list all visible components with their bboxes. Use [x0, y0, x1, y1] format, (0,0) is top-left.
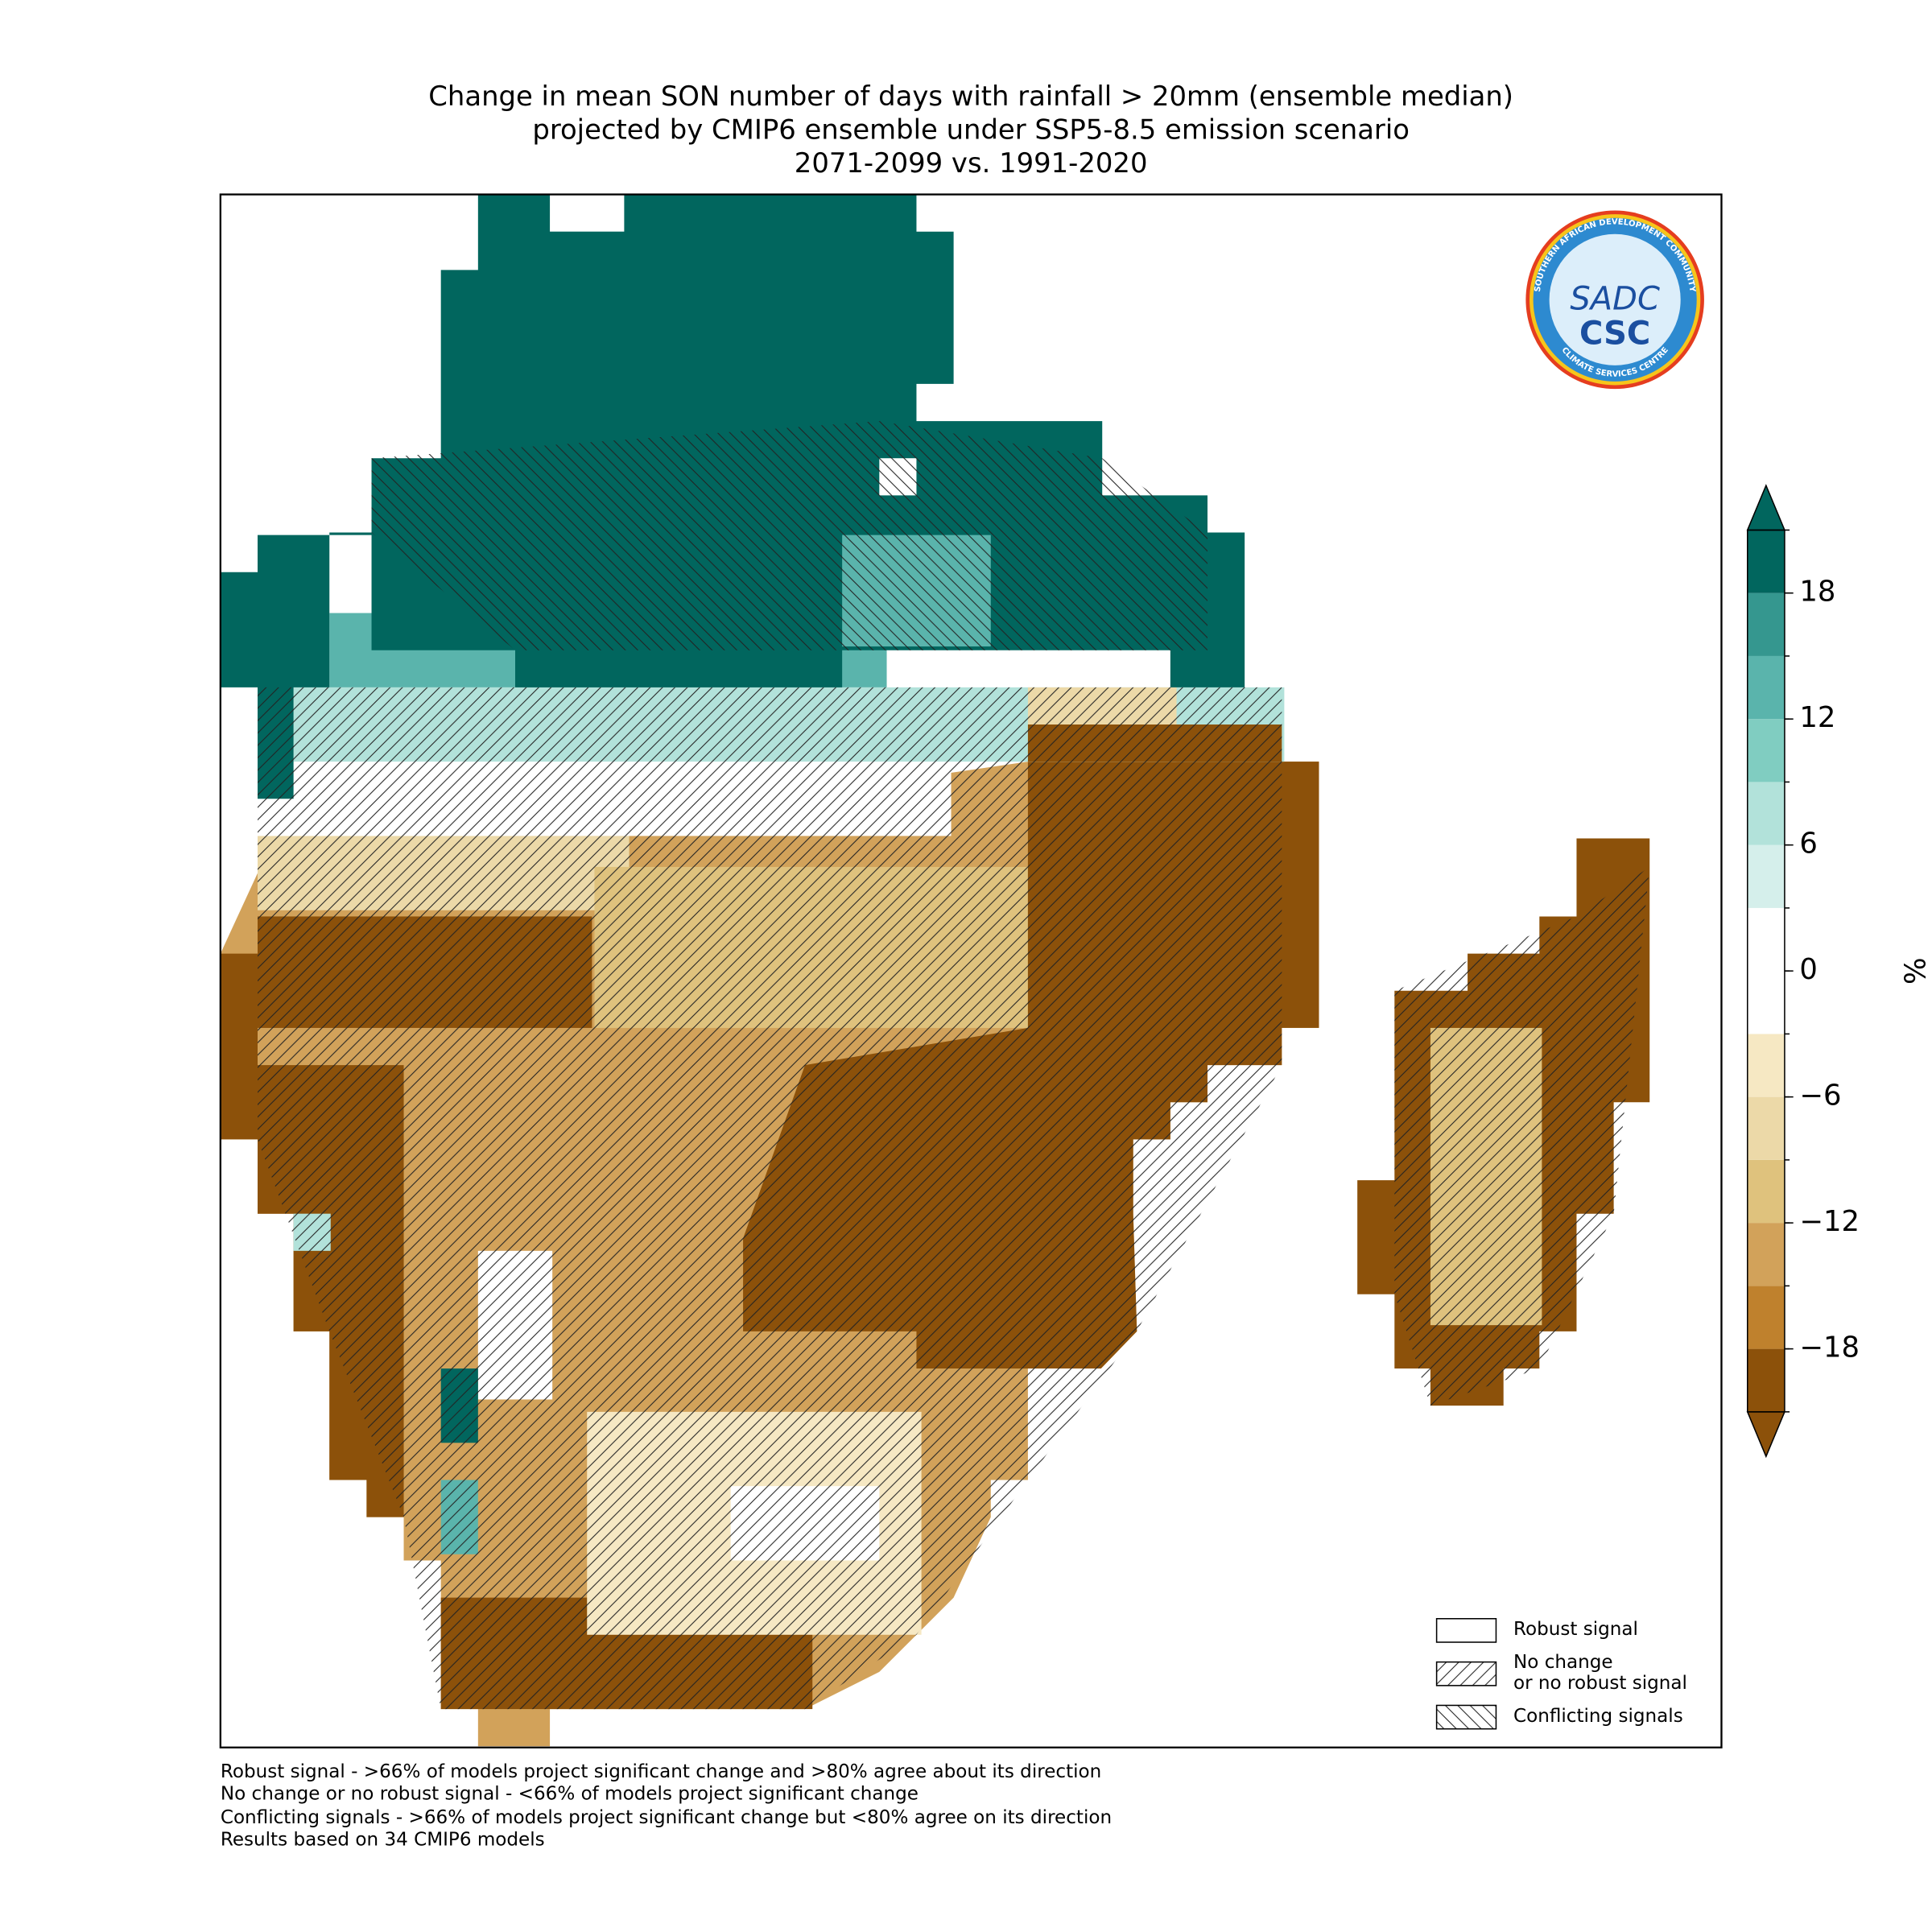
logo-mark: SADC [1570, 281, 1660, 318]
colorbar-bin [1747, 1348, 1785, 1412]
legend-swatch [1435, 1704, 1497, 1730]
legend-swatch [1435, 1618, 1497, 1643]
colorbar-bin [1747, 592, 1785, 656]
colorbar-bin [1747, 530, 1785, 593]
colorbar-tick-label: 18 [1799, 576, 1835, 609]
colorbar-label: % [1900, 957, 1932, 985]
footnote: Robust signal - >66% of models project s… [221, 1761, 1101, 1782]
colorbar-bin [1747, 719, 1785, 782]
colorbar-tick-label: 0 [1799, 953, 1818, 986]
map [220, 194, 1650, 1747]
colorbar-bin [1747, 782, 1785, 845]
colorbar-bin [1747, 1096, 1785, 1160]
colorbar-bin [1747, 1286, 1785, 1349]
legend-label: Conflicting signals [1513, 1706, 1683, 1727]
map-frame [219, 193, 1723, 1748]
colorbar-bin [1747, 1159, 1785, 1224]
colorbar-tick-label: −18 [1799, 1331, 1860, 1364]
footnote: Results based on 34 CMIP6 models [221, 1830, 545, 1851]
colorbar: −18 −12 −6 0 6 12 18 [1746, 484, 1860, 1459]
logo: SOUTHERN AFRICAN DEVELOPMENT COMMUNITY C… [1525, 210, 1704, 390]
colorbar-bin [1747, 907, 1785, 972]
colorbar-bin [1747, 1034, 1785, 1097]
legend-label: No change [1513, 1652, 1613, 1673]
colorbar-tick-label: −12 [1799, 1205, 1860, 1238]
footnote: Conflicting signals - >66% of models pro… [221, 1807, 1112, 1828]
colorbar-bin [1747, 1223, 1785, 1286]
colorbar-extend [1746, 1411, 1786, 1459]
colorbar-extend [1746, 484, 1786, 531]
title-line: Change in mean SON number of days with r… [428, 80, 1513, 112]
title-line: projected by CMIP6 ensemble under SSP5-8… [532, 114, 1410, 145]
footnote: No change or no robust signal - <66% of … [221, 1784, 919, 1805]
colorbar-tick-label: −6 [1799, 1080, 1841, 1113]
colorbar-tick-label: 12 [1799, 701, 1835, 734]
colorbar-bin [1747, 655, 1785, 720]
colorbar-bin [1747, 971, 1785, 1034]
legend-label: or no robust signal [1513, 1673, 1687, 1694]
colorbar-tick-label: 6 [1799, 828, 1818, 861]
legend-label: Robust signal [1513, 1619, 1638, 1640]
colorbar-bin [1747, 844, 1785, 908]
title-line: 2071-2099 vs. 1991-2020 [795, 147, 1148, 179]
legend-swatch [1435, 1661, 1497, 1686]
logo-abbr: CSC [1579, 316, 1650, 353]
